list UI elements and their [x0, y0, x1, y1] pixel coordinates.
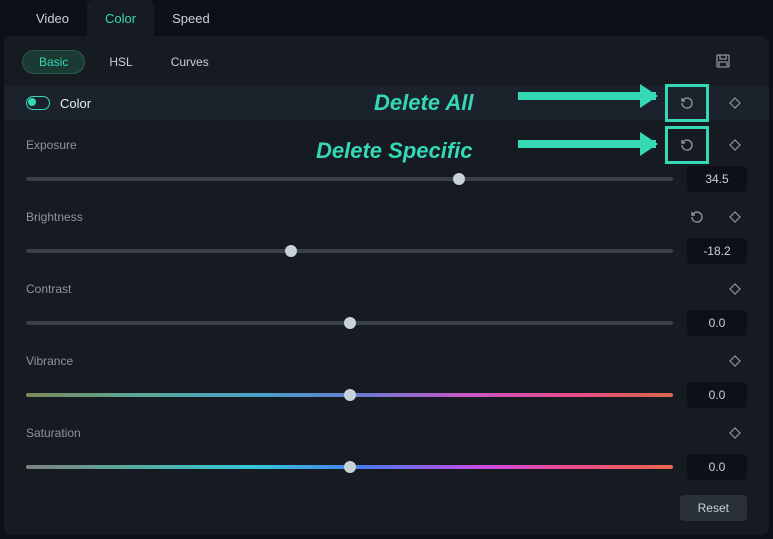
- saturation-value[interactable]: 0.0: [687, 454, 747, 480]
- vibrance-thumb[interactable]: [344, 389, 356, 401]
- vibrance-value[interactable]: 0.0: [687, 382, 747, 408]
- brightness-slider[interactable]: [26, 249, 673, 253]
- tab-video[interactable]: Video: [18, 0, 87, 36]
- saturation-label: Saturation: [26, 426, 81, 440]
- brightness-label: Brightness: [26, 210, 83, 224]
- color-section-title: Color: [60, 96, 91, 111]
- vibrance-row: Vibrance 0.0: [4, 336, 769, 408]
- exposure-value[interactable]: 34.5: [687, 166, 747, 192]
- tab-speed[interactable]: Speed: [154, 0, 228, 36]
- reset-all-highlight: [665, 84, 709, 122]
- brightness-row: Brightness -18.2: [4, 192, 769, 264]
- saturation-thumb[interactable]: [344, 461, 356, 473]
- saturation-slider[interactable]: [26, 465, 673, 469]
- subtab-hsl[interactable]: HSL: [95, 51, 146, 73]
- brightness-thumb[interactable]: [285, 245, 297, 257]
- contrast-slider[interactable]: [26, 321, 673, 325]
- brightness-reset-icon[interactable]: [685, 205, 709, 229]
- reset-all-icon[interactable]: [675, 91, 699, 115]
- vibrance-slider[interactable]: [26, 393, 673, 397]
- vibrance-label: Vibrance: [26, 354, 73, 368]
- top-tab-bar: Video Color Speed: [0, 0, 773, 36]
- save-preset-icon[interactable]: [715, 53, 731, 72]
- subtab-curves[interactable]: Curves: [157, 51, 223, 73]
- saturation-row: Saturation 0.0: [4, 408, 769, 480]
- subtab-basic[interactable]: Basic: [22, 50, 85, 74]
- keyframe-icon[interactable]: [723, 91, 747, 115]
- color-panel: Basic HSL Curves Color: [4, 36, 769, 535]
- exposure-thumb[interactable]: [453, 173, 465, 185]
- contrast-label: Contrast: [26, 282, 71, 296]
- exposure-keyframe-icon[interactable]: [723, 133, 747, 157]
- tab-color[interactable]: Color: [87, 0, 154, 36]
- exposure-slider[interactable]: [26, 177, 673, 181]
- sub-tab-bar: Basic HSL Curves: [4, 50, 769, 86]
- vibrance-keyframe-icon[interactable]: [723, 349, 747, 373]
- exposure-row: Exposure 34.5: [4, 120, 769, 192]
- contrast-keyframe-icon[interactable]: [723, 277, 747, 301]
- exposure-reset-highlight: [665, 126, 709, 164]
- brightness-keyframe-icon[interactable]: [723, 205, 747, 229]
- saturation-keyframe-icon[interactable]: [723, 421, 747, 445]
- reset-button[interactable]: Reset: [680, 495, 747, 521]
- contrast-value[interactable]: 0.0: [687, 310, 747, 336]
- brightness-value[interactable]: -18.2: [687, 238, 747, 264]
- exposure-reset-icon[interactable]: [675, 133, 699, 157]
- contrast-thumb[interactable]: [344, 317, 356, 329]
- contrast-row: Contrast 0.0: [4, 264, 769, 336]
- color-toggle[interactable]: [26, 96, 50, 110]
- color-section-header: Color: [4, 86, 769, 120]
- exposure-label: Exposure: [26, 138, 77, 152]
